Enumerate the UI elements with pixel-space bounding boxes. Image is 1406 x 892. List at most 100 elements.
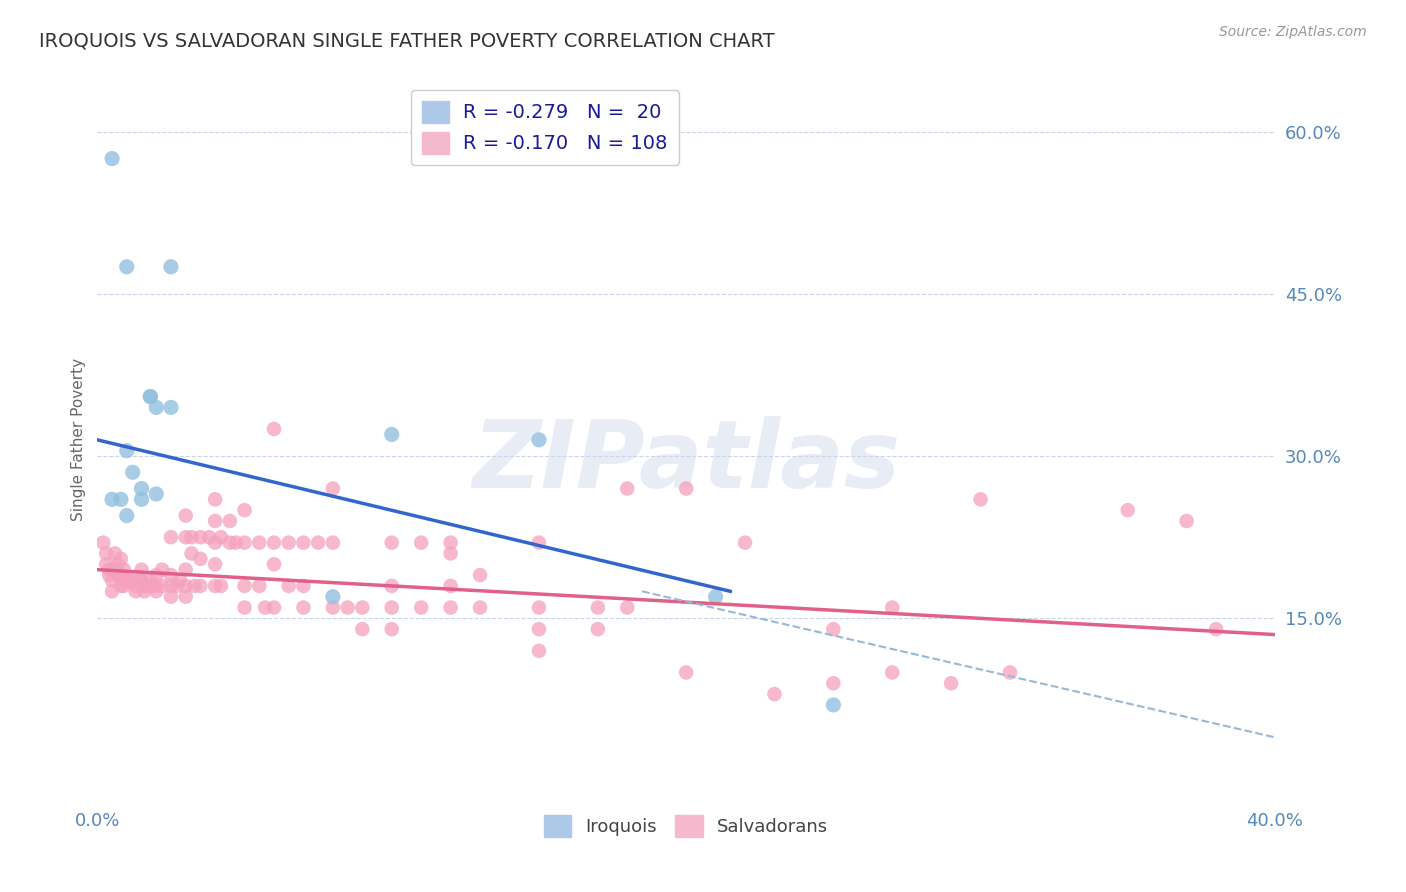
- Point: [160, 590, 183, 604]
- Point: [209, 579, 232, 593]
- Point: [468, 600, 491, 615]
- Point: [882, 600, 904, 615]
- Point: [115, 574, 138, 588]
- Point: [254, 600, 277, 615]
- Point: [381, 579, 404, 593]
- Point: [292, 600, 315, 615]
- Point: [823, 676, 845, 690]
- Point: [292, 535, 315, 549]
- Point: [352, 622, 374, 636]
- Point: [763, 687, 786, 701]
- Point: [110, 579, 132, 593]
- Point: [204, 558, 226, 572]
- Point: [180, 530, 202, 544]
- Point: [131, 574, 153, 588]
- Point: [150, 579, 173, 593]
- Text: ZIPatlas: ZIPatlas: [472, 416, 900, 508]
- Point: [204, 579, 226, 593]
- Point: [440, 535, 463, 549]
- Point: [169, 574, 191, 588]
- Point: [96, 558, 118, 572]
- Point: [142, 579, 165, 593]
- Point: [969, 492, 991, 507]
- Point: [139, 390, 162, 404]
- Point: [336, 600, 359, 615]
- Point: [616, 482, 638, 496]
- Point: [107, 568, 129, 582]
- Point: [1205, 622, 1227, 636]
- Point: [136, 579, 159, 593]
- Point: [704, 590, 727, 604]
- Point: [160, 260, 183, 274]
- Point: [225, 535, 247, 549]
- Point: [183, 579, 205, 593]
- Text: Source: ZipAtlas.com: Source: ZipAtlas.com: [1219, 25, 1367, 39]
- Point: [101, 563, 124, 577]
- Point: [110, 568, 132, 582]
- Point: [882, 665, 904, 680]
- Point: [139, 579, 162, 593]
- Point: [322, 482, 344, 496]
- Point: [174, 590, 197, 604]
- Point: [527, 622, 550, 636]
- Point: [131, 492, 153, 507]
- Point: [160, 579, 183, 593]
- Point: [204, 535, 226, 549]
- Point: [411, 535, 433, 549]
- Point: [190, 552, 212, 566]
- Point: [166, 579, 188, 593]
- Point: [263, 558, 285, 572]
- Point: [675, 482, 697, 496]
- Point: [134, 579, 156, 593]
- Point: [381, 600, 404, 615]
- Point: [440, 579, 463, 593]
- Point: [218, 514, 240, 528]
- Point: [322, 590, 344, 604]
- Point: [145, 401, 167, 415]
- Point: [190, 530, 212, 544]
- Point: [263, 600, 285, 615]
- Point: [204, 514, 226, 528]
- Point: [101, 492, 124, 507]
- Point: [112, 563, 135, 577]
- Point: [160, 401, 183, 415]
- Point: [174, 579, 197, 593]
- Point: [145, 568, 167, 582]
- Point: [110, 552, 132, 566]
- Point: [440, 600, 463, 615]
- Point: [209, 530, 232, 544]
- Point: [121, 574, 143, 588]
- Point: [139, 574, 162, 588]
- Point: [233, 579, 256, 593]
- Point: [104, 546, 127, 560]
- Point: [322, 535, 344, 549]
- Point: [174, 563, 197, 577]
- Point: [823, 698, 845, 712]
- Point: [101, 574, 124, 588]
- Point: [218, 535, 240, 549]
- Point: [124, 584, 146, 599]
- Point: [145, 579, 167, 593]
- Point: [292, 579, 315, 593]
- Point: [247, 579, 270, 593]
- Point: [468, 568, 491, 582]
- Point: [115, 574, 138, 588]
- Point: [96, 546, 118, 560]
- Y-axis label: Single Father Poverty: Single Father Poverty: [72, 359, 86, 522]
- Point: [322, 600, 344, 615]
- Point: [121, 465, 143, 479]
- Point: [160, 530, 183, 544]
- Point: [734, 535, 756, 549]
- Point: [150, 563, 173, 577]
- Point: [101, 152, 124, 166]
- Point: [131, 482, 153, 496]
- Point: [263, 535, 285, 549]
- Point: [198, 530, 221, 544]
- Point: [160, 568, 183, 582]
- Point: [233, 535, 256, 549]
- Point: [586, 600, 609, 615]
- Point: [263, 422, 285, 436]
- Point: [616, 600, 638, 615]
- Point: [112, 579, 135, 593]
- Point: [675, 665, 697, 680]
